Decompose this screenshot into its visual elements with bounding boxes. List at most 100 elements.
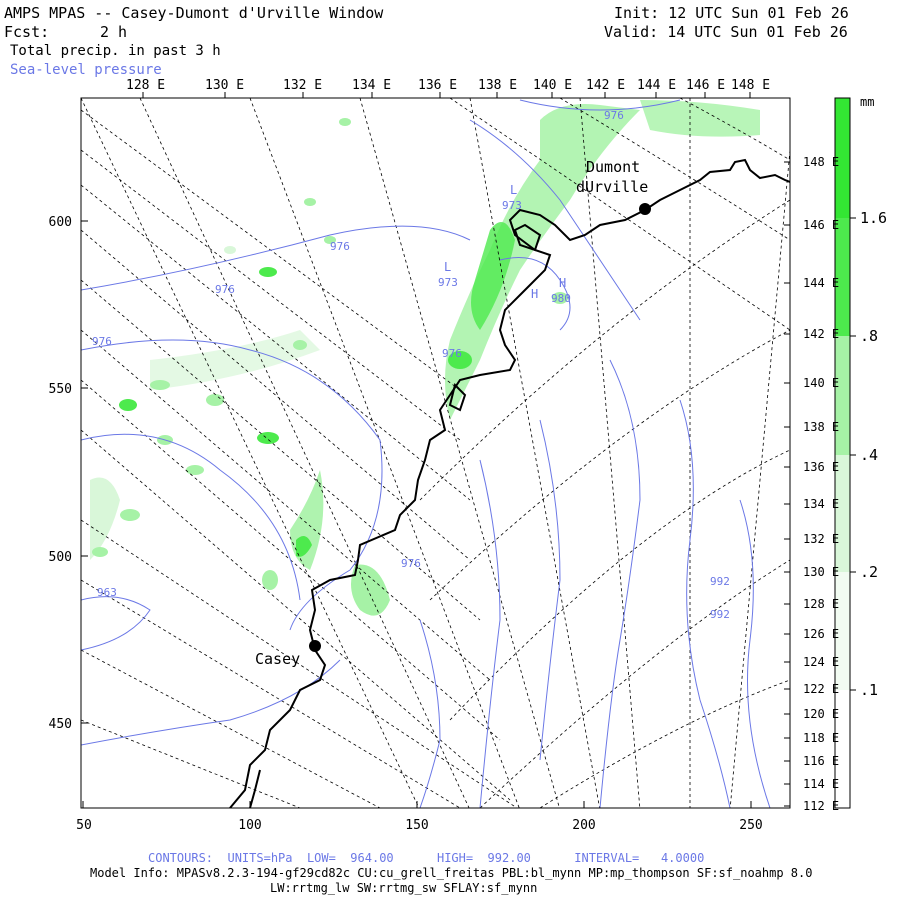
left-axis-label: 600 (49, 215, 72, 230)
right-lon-label: 130 E (803, 565, 839, 579)
right-lon-label: 134 E (803, 497, 839, 511)
forecast-label: Fcst: (4, 23, 50, 41)
top-lon-label: 138 E (478, 78, 517, 93)
coastline (229, 158, 790, 808)
pressure-label: 976 (330, 240, 350, 253)
overlay-name: Sea-level pressure (10, 62, 162, 78)
pressure-label: 980 (551, 292, 571, 305)
right-lon-labels: 148 E 146 E 144 E 142 E 140 E 138 E 136 … (803, 155, 839, 813)
colorbar-band-3 (835, 336, 850, 455)
map-area (81, 98, 790, 808)
left-axis-label: 450 (49, 717, 72, 732)
top-lon-label: 134 E (352, 78, 391, 93)
pressure-label: 976 (92, 335, 112, 348)
field-name: Total precip. in past 3 h (10, 43, 221, 59)
right-lon-label: 142 E (803, 327, 839, 341)
colorbar-unit: mm (860, 95, 874, 109)
bottom-axis-label: 100 (238, 818, 261, 833)
pressure-label: 976 (401, 557, 421, 570)
high-mark: H (559, 276, 566, 290)
right-lon-label: 112 E (803, 799, 839, 813)
map-border (80, 97, 791, 809)
right-lon-label: 116 E (803, 754, 839, 768)
top-lon-label: 148 E (731, 78, 770, 93)
bottom-axis-labels: 50 100 150 200 250 (76, 818, 763, 833)
colorbar-band-6 (835, 690, 850, 808)
low-mark: L (444, 260, 451, 274)
map-title: AMPS MPAS -- Casey-Dumont d'Urville Wind… (4, 4, 384, 22)
right-lon-label: 138 E (803, 420, 839, 434)
top-lon-label: 130 E (205, 78, 244, 93)
top-lon-label: 146 E (686, 78, 725, 93)
pressure-label: 992 (710, 608, 730, 621)
top-lon-label: 142 E (586, 78, 625, 93)
casey-label: Casey (255, 650, 300, 668)
bottom-axis-label: 200 (572, 818, 595, 833)
top-lon-label: 136 E (418, 78, 457, 93)
graticule (81, 98, 790, 808)
colorbar-band-5 (835, 572, 850, 690)
contour-info: CONTOURS: UNITS=hPa LOW= 964.00 HIGH= 99… (148, 851, 705, 865)
colorbar (834, 97, 856, 809)
top-ticks (142, 92, 751, 98)
pressure-label: 973 (502, 199, 522, 212)
colorbar-label: 1.6 (860, 209, 887, 227)
left-ticks (81, 220, 88, 724)
left-axis-labels: 600 550 500 450 (49, 215, 72, 732)
right-lon-label: 120 E (803, 707, 839, 721)
model-info-2: LW:rrtmg_lw SW:rrtmg_sw SFLAY:sf_mynn (270, 881, 538, 895)
casey-station (309, 640, 321, 652)
pressure-label: 973 (438, 276, 458, 289)
colorbar-band-4 (835, 455, 850, 572)
top-lon-label: 140 E (533, 78, 572, 93)
valid-time: Valid: 14 UTC Sun 01 Feb 26 (604, 23, 848, 41)
pressure-label: 992 (710, 575, 730, 588)
high-mark: H (531, 287, 538, 301)
right-lon-label: 140 E (803, 376, 839, 390)
pressure-contours (81, 99, 771, 808)
colorbar-band-2 (835, 218, 850, 336)
top-lon-label: 128 E (126, 78, 165, 93)
model-info: Model Info: MPASv8.2.3-194-gf29cd82c CU:… (90, 866, 813, 880)
pressure-labels: 976 976 976 976 976 976 973 973 980 963 … (92, 109, 730, 621)
right-lon-label: 128 E (803, 597, 839, 611)
colorbar-label: .2 (860, 563, 878, 581)
left-axis-label: 500 (49, 550, 72, 565)
right-lon-label: 132 E (803, 532, 839, 546)
dumont-label-line2: dUrville (576, 178, 648, 196)
right-lon-label: 136 E (803, 460, 839, 474)
right-lon-label: 114 E (803, 777, 839, 791)
forecast-value: 2 h (100, 23, 128, 41)
init-time: Init: 12 UTC Sun 01 Feb 26 (614, 4, 849, 22)
right-lon-label: 146 E (803, 218, 839, 232)
right-lon-label: 148 E (803, 155, 839, 169)
colorbar-labels: mm 1.6 .8 .4 .2 .1 (860, 95, 887, 699)
precip-shading (90, 100, 760, 616)
right-lon-label: 126 E (803, 627, 839, 641)
left-axis-label: 550 (49, 382, 72, 397)
top-lon-labels: 128 E 130 E 132 E 134 E 136 E 138 E 140 … (126, 78, 770, 93)
pressure-label: 976 (215, 283, 235, 296)
dumont-durville-station (639, 203, 651, 215)
bottom-ticks (82, 801, 752, 808)
bottom-axis-label: 250 (739, 818, 762, 833)
low-mark: L (510, 183, 517, 197)
right-lon-label: 144 E (803, 276, 839, 290)
colorbar-label: .1 (860, 681, 878, 699)
bottom-axis-label: 50 (76, 818, 92, 833)
right-lon-label: 118 E (803, 731, 839, 745)
bottom-axis-label: 150 (405, 818, 428, 833)
place-labels: Dumont dUrville Casey (255, 158, 648, 668)
pressure-label: 963 (97, 586, 117, 599)
pressure-label: 976 (442, 347, 462, 360)
colorbar-band-1 (835, 98, 850, 218)
top-lon-label: 144 E (637, 78, 676, 93)
right-ticks (784, 161, 790, 807)
right-lon-label: 124 E (803, 655, 839, 669)
colorbar-label: .8 (860, 327, 878, 345)
right-lon-label: 122 E (803, 682, 839, 696)
pressure-label: 976 (604, 109, 624, 122)
dumont-label-line1: Dumont (586, 158, 640, 176)
colorbar-label: .4 (860, 446, 878, 464)
